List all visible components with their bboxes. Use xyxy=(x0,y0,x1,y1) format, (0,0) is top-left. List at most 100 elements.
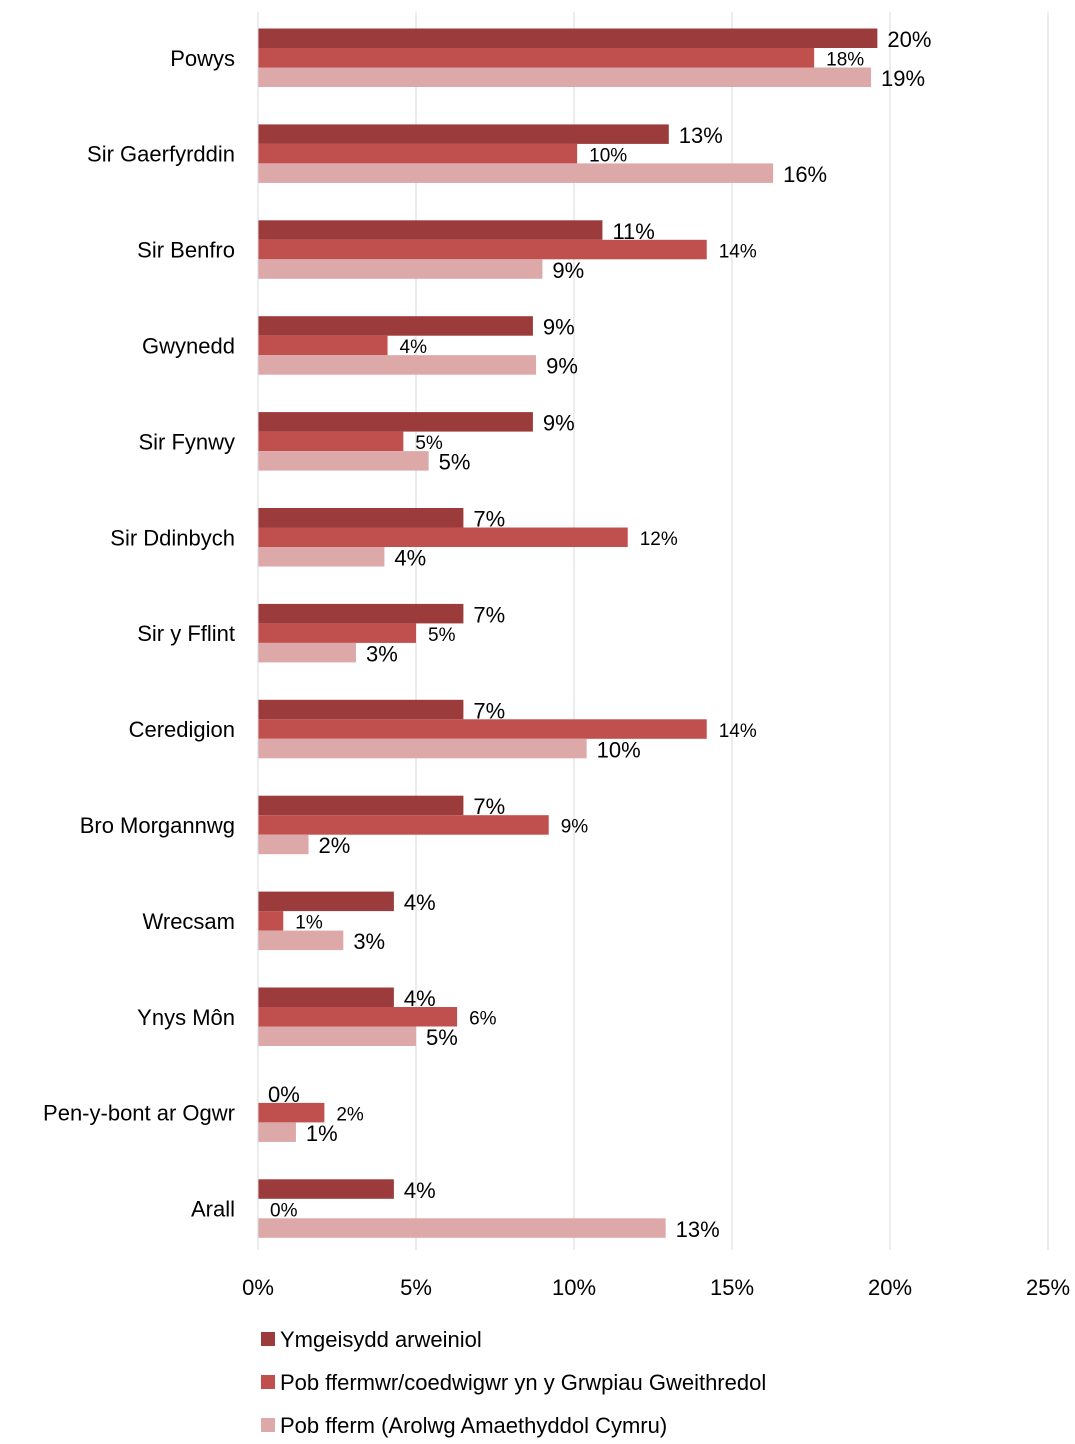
data-label: 4% xyxy=(404,1178,436,1203)
category-label: Sir Ddinbych xyxy=(110,525,235,550)
data-label: 9% xyxy=(561,817,589,838)
data-label: 13% xyxy=(676,1217,720,1242)
data-label: 9% xyxy=(552,258,584,283)
bar xyxy=(258,220,603,240)
data-label: 9% xyxy=(546,354,578,379)
bar xyxy=(258,124,669,144)
category-label: Sir Fynwy xyxy=(138,429,235,454)
data-label: 7% xyxy=(473,602,505,627)
bar xyxy=(258,738,587,759)
data-label: 5% xyxy=(439,450,471,475)
legend-swatch xyxy=(261,1332,275,1346)
data-label: 9% xyxy=(543,411,575,436)
data-label: 4% xyxy=(404,890,436,915)
bar xyxy=(258,527,628,547)
bar xyxy=(258,1122,296,1142)
bar xyxy=(258,930,344,951)
x-tick-label: 10% xyxy=(552,1275,596,1300)
bar xyxy=(258,1026,416,1046)
data-label: 0% xyxy=(268,1082,300,1107)
bar xyxy=(258,1218,666,1238)
x-tick-label: 0% xyxy=(242,1275,274,1300)
gridlines xyxy=(415,12,1049,1250)
bar xyxy=(258,699,464,720)
bar xyxy=(258,623,416,643)
data-label: 2% xyxy=(336,1104,364,1125)
bar xyxy=(258,335,388,356)
data-label: 5% xyxy=(415,433,443,454)
data-label: 4% xyxy=(394,546,426,571)
data-label: 5% xyxy=(428,625,456,646)
x-tick-label: 20% xyxy=(868,1275,912,1300)
bar xyxy=(258,163,774,183)
bar xyxy=(258,719,707,739)
data-label: 14% xyxy=(719,241,757,262)
bar xyxy=(258,412,533,432)
data-label: 19% xyxy=(881,66,925,91)
legend-swatch xyxy=(261,1418,275,1432)
bar xyxy=(258,834,309,855)
bar xyxy=(258,316,533,336)
bar xyxy=(258,239,707,260)
bar xyxy=(258,911,284,931)
data-label: 11% xyxy=(612,219,654,244)
bar xyxy=(258,891,394,912)
data-label: 9% xyxy=(543,315,575,340)
data-label: 20% xyxy=(887,27,931,52)
bars: 20%18%19%13%10%16%11%14%9%9%4%9%9%5%5%7%… xyxy=(258,27,931,1242)
bar xyxy=(258,603,464,624)
data-label: 7% xyxy=(473,794,505,819)
category-label: Gwynedd xyxy=(142,333,235,358)
data-label: 3% xyxy=(353,929,385,954)
data-label: 14% xyxy=(719,721,757,742)
axes: 0% 5% 10% 15% 20% 25% Powys Sir Gaerfyrddin Sir … xyxy=(43,12,1070,1300)
legend-label: Pob fferm (Arolwg Amaethyddol Cymru) xyxy=(280,1413,667,1438)
bar xyxy=(258,815,549,835)
legend-label: Ymgeisydd arweiniol xyxy=(280,1327,482,1352)
bar xyxy=(258,28,878,48)
category-label: Arall xyxy=(191,1197,235,1222)
legend: Ymgeisydd arweiniol Pob ffermwr/coedwigwr… xyxy=(261,1327,766,1438)
bar xyxy=(258,48,815,68)
bar xyxy=(258,1179,394,1199)
data-label: 16% xyxy=(783,162,827,187)
category-label: Sir Gaerfyrddin xyxy=(87,142,235,167)
data-label: 7% xyxy=(473,507,505,532)
bar xyxy=(258,1007,458,1027)
data-label: 5% xyxy=(426,1025,458,1050)
data-label: 18% xyxy=(826,50,864,71)
category-label: Ynys Môn xyxy=(137,1005,235,1030)
bar xyxy=(258,431,404,452)
bar xyxy=(258,1102,325,1123)
category-label: Ceredigion xyxy=(129,717,235,742)
data-label: 1% xyxy=(306,1121,338,1146)
data-label: 10% xyxy=(589,145,627,166)
category-label: Pen-y-bont ar Ogwr xyxy=(43,1101,235,1126)
bar xyxy=(258,987,394,1007)
bar xyxy=(258,508,464,528)
data-label: 7% xyxy=(473,698,505,723)
data-label: 4% xyxy=(404,986,436,1011)
data-label: 1% xyxy=(295,913,323,934)
x-tick-label: 5% xyxy=(400,1275,432,1300)
data-label: 3% xyxy=(366,641,398,666)
category-label: Sir Benfro xyxy=(137,238,235,263)
bar xyxy=(258,67,872,87)
legend-label: Pob ffermwr/coedwigwr yn y Grwpiau Gweit… xyxy=(280,1370,766,1395)
data-label: 12% xyxy=(640,529,678,550)
bar xyxy=(258,795,464,816)
data-label: 6% xyxy=(469,1009,497,1030)
category-label: Sir y Fflint xyxy=(137,621,235,646)
bar xyxy=(258,259,543,279)
bar xyxy=(258,355,537,375)
category-label: Wrecsam xyxy=(143,909,236,934)
bar xyxy=(258,547,385,567)
data-label: 10% xyxy=(597,737,641,762)
category-label: Bro Morgannwg xyxy=(80,813,235,838)
data-label: 2% xyxy=(319,833,351,858)
data-label: 0% xyxy=(270,1200,298,1221)
bar xyxy=(258,642,356,663)
x-tick-label: 25% xyxy=(1026,1275,1070,1300)
category-label: Powys xyxy=(170,46,235,71)
